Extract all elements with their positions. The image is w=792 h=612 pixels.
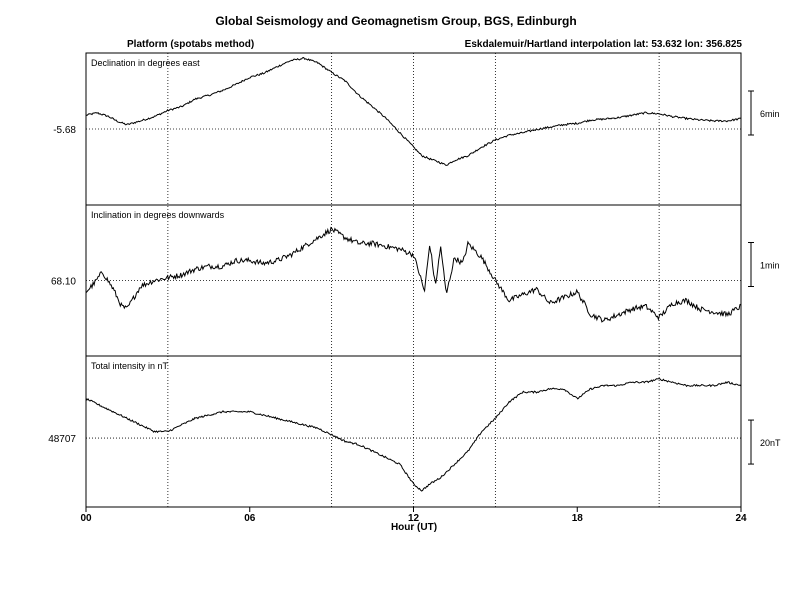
x-tick-label: 24	[735, 513, 747, 524]
panel-label: Inclination in degrees downwards	[91, 210, 225, 220]
chart-title: Global Seismology and Geomagnetism Group…	[215, 14, 577, 28]
chart-subtitle-right: Eskdalemuir/Hartland interpolation lat: …	[464, 39, 742, 50]
reference-value-label: 48707	[48, 434, 76, 445]
data-series-line	[85, 226, 742, 323]
scale-label: 6min	[760, 109, 780, 119]
x-tick-label: 06	[244, 513, 256, 524]
panel-label: Declination in degrees east	[91, 58, 200, 68]
plot-frame	[85, 52, 742, 508]
x-tick-label: 12	[408, 513, 420, 524]
x-tick-label: 18	[572, 513, 584, 524]
panel-label: Total intensity in nT	[91, 361, 169, 371]
x-tick-label: 00	[80, 513, 92, 524]
reference-value-label: 68.10	[51, 277, 76, 288]
data-series-line	[85, 56, 742, 166]
data-series-line	[85, 377, 742, 492]
reference-value-label: -5.68	[53, 125, 76, 136]
scale-label: 20nT	[760, 438, 781, 448]
x-axis-label: Hour (UT)	[390, 522, 438, 533]
chart-subtitle-left: Platform (spotabs method)	[127, 39, 255, 50]
scale-label: 1min	[760, 261, 780, 271]
